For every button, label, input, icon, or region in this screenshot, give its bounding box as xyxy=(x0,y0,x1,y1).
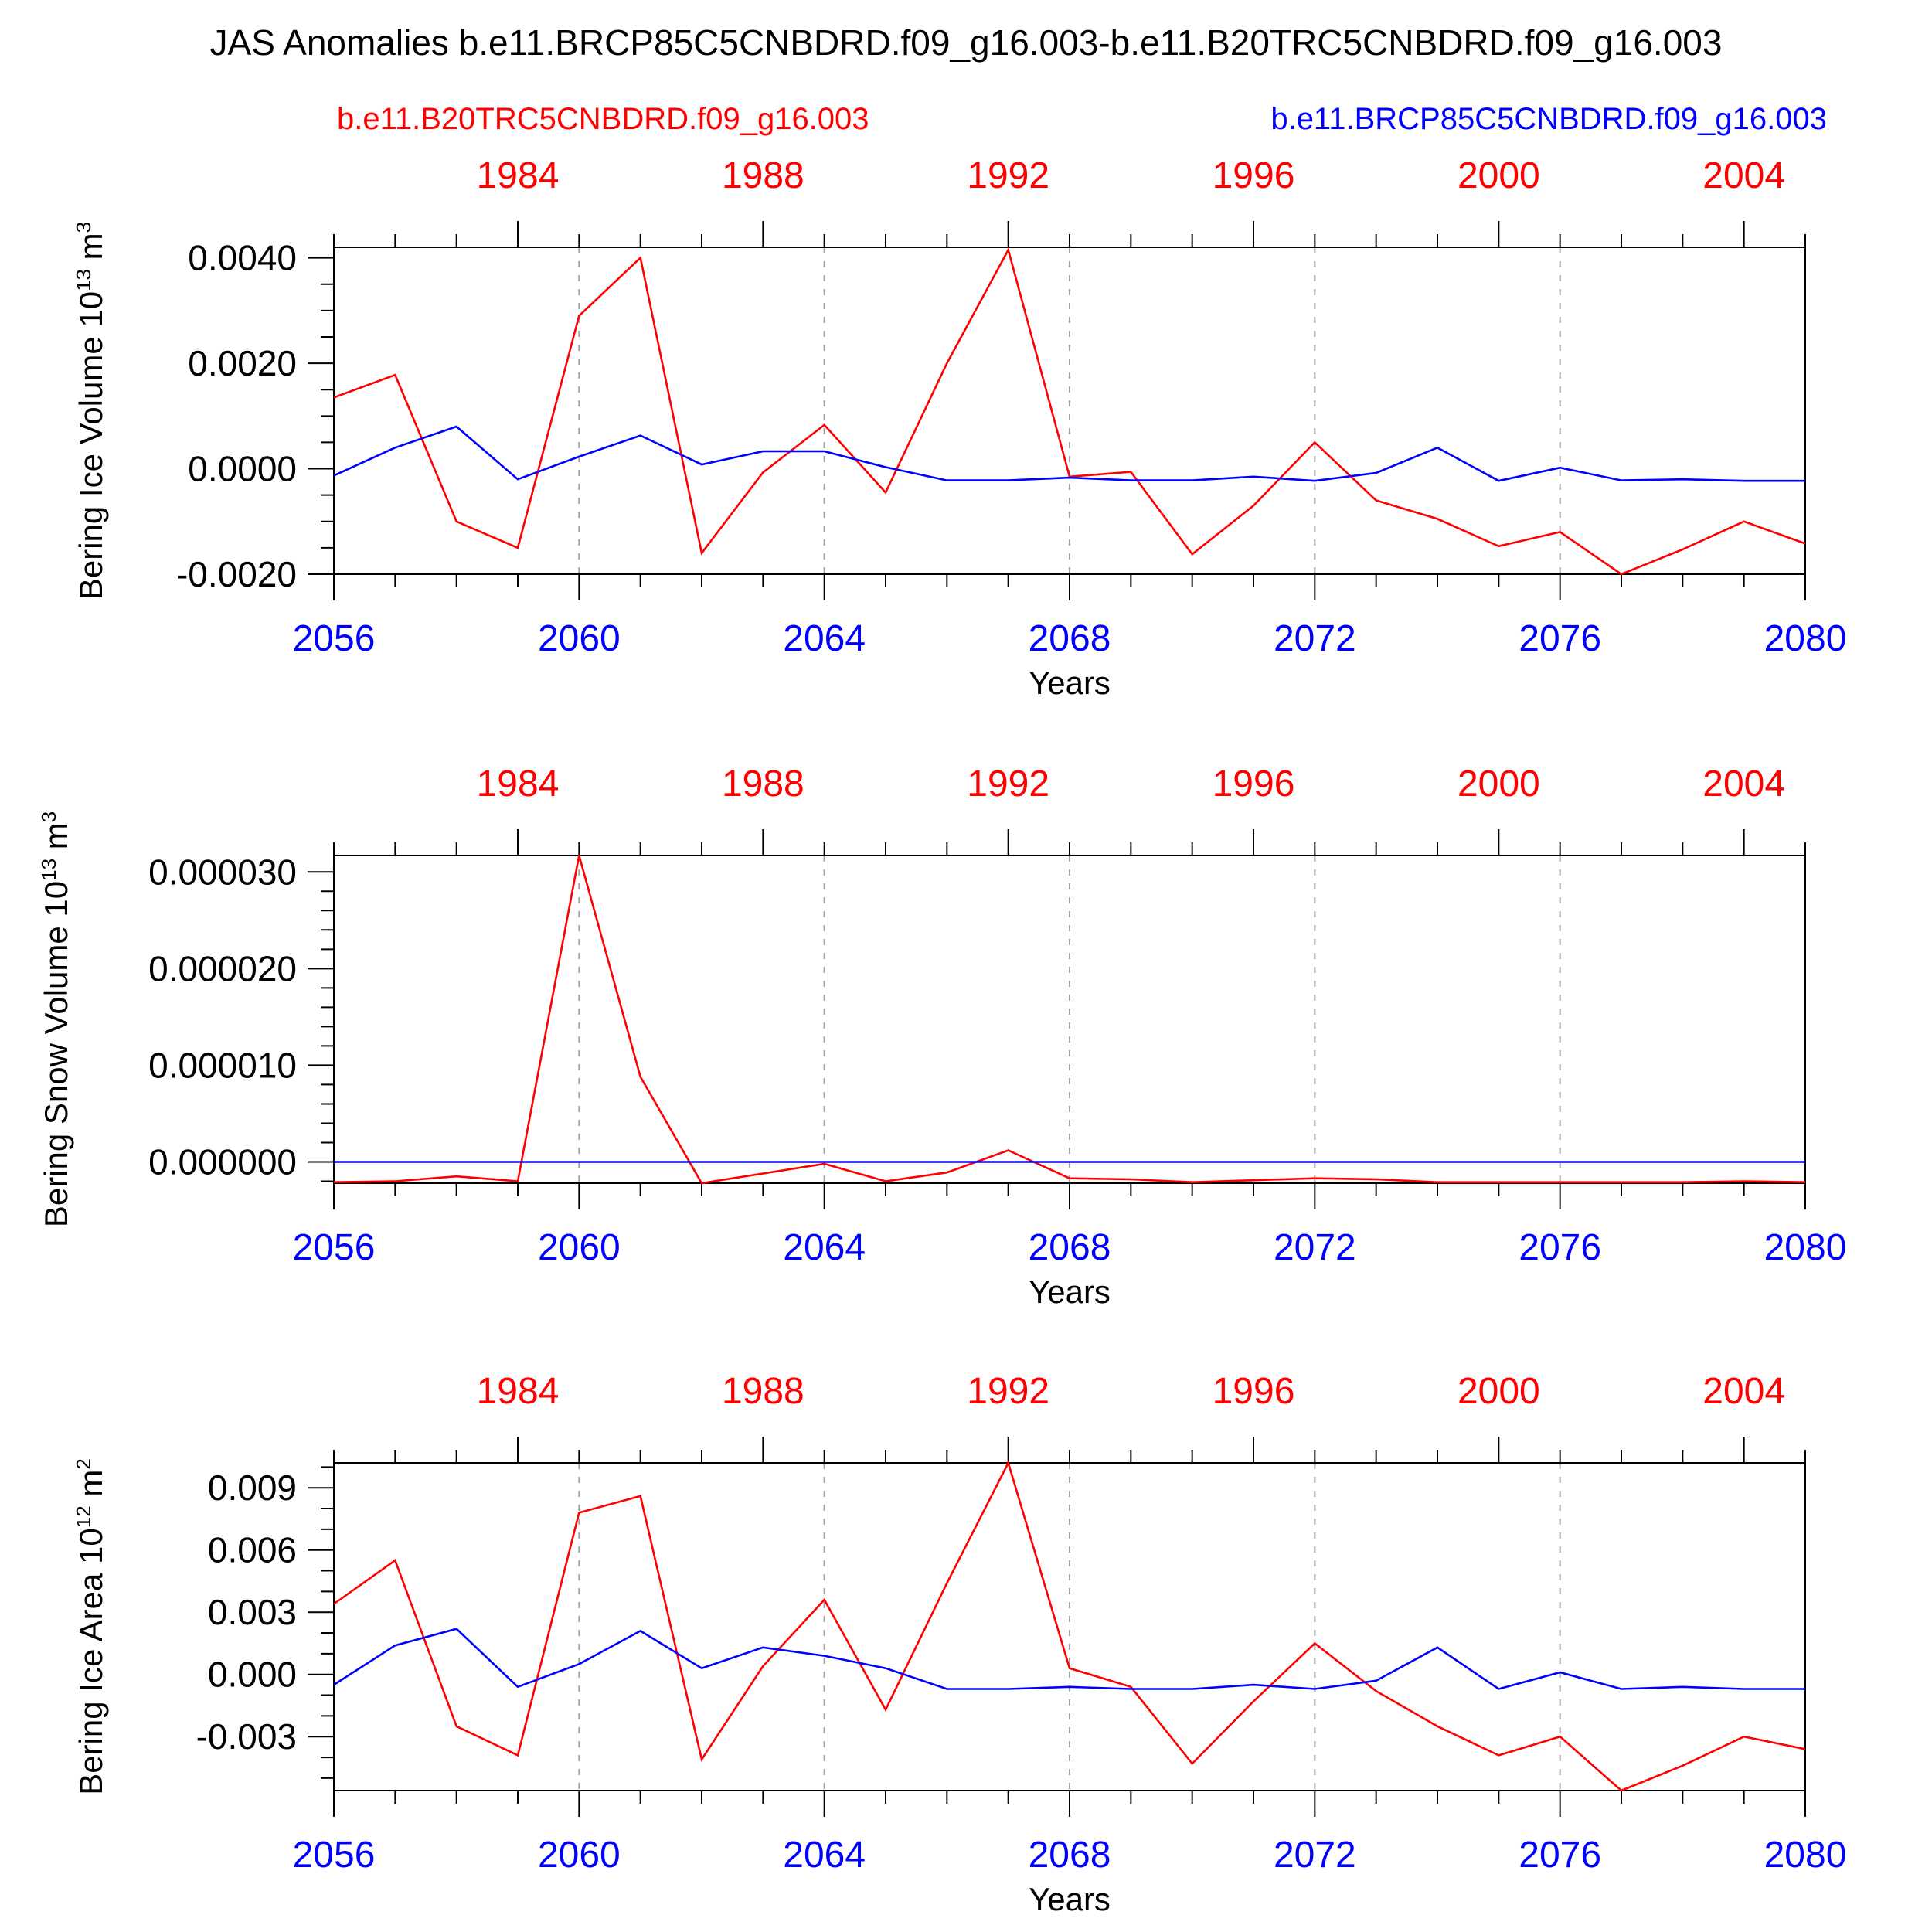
y-axis-label-exponent: 13 xyxy=(37,859,60,881)
y-axis-label-exponent: 3 xyxy=(72,222,95,233)
chart-title: JAS Anomalies b.e11.BRCP85C5CNBDRD.f09_g… xyxy=(209,22,1723,63)
panel-1: 2056 2060 2064 2068 2072 2076 2080 1984 1988 1992… xyxy=(72,155,1846,701)
x-axis-label: Years xyxy=(1029,1881,1111,1917)
y-axis-label-text: m xyxy=(73,233,109,269)
x-tick-label: 2076 xyxy=(1519,618,1601,659)
x-top-tick-label: 2000 xyxy=(1458,1371,1540,1412)
x-tick-label: 2068 xyxy=(1029,618,1111,659)
x-tick-label: 2056 xyxy=(293,618,376,659)
series-line-historical xyxy=(333,855,1806,1185)
y-tick-label: 0.000030 xyxy=(148,852,297,892)
y-axis-label: Bering Snow Volume 1013 m3 xyxy=(37,811,74,1227)
y-axis-label-text: Bering Snow Volume 10 xyxy=(38,881,74,1227)
y-axis-label: Bering Ice Area 1012 m2 xyxy=(72,1458,109,1795)
x-top-tick-label: 1984 xyxy=(477,764,560,804)
x-tick-label: 2072 xyxy=(1274,618,1356,659)
y-axis-label-text: m xyxy=(38,822,74,859)
y-tick-label: -0.0020 xyxy=(176,554,297,594)
y-tick-label: -0.003 xyxy=(196,1716,297,1757)
y-axis-label-exponent: 3 xyxy=(37,811,60,822)
x-tick-label: 2072 xyxy=(1274,1227,1356,1268)
x-top-tick-label: 2000 xyxy=(1458,155,1540,196)
x-tick-label: 2060 xyxy=(538,618,621,659)
x-tick-label: 2060 xyxy=(538,1227,621,1268)
x-top-tick-label: 1992 xyxy=(967,764,1049,804)
panel-2: 2056 2060 2064 2068 2072 2076 2080 1984 1988 1992… xyxy=(37,764,1846,1310)
y-axis-label-text: m xyxy=(73,1470,109,1506)
x-tick-label: 2068 xyxy=(1029,1227,1111,1268)
x-top-tick-label: 1988 xyxy=(722,1371,804,1412)
y-axis-label-exponent: 13 xyxy=(72,269,95,291)
y-tick-label: 0.0040 xyxy=(188,238,297,278)
x-tick-label: 2056 xyxy=(293,1835,376,1876)
y-tick-label: 0.000010 xyxy=(148,1045,297,1085)
x-tick-label: 2076 xyxy=(1519,1835,1601,1876)
y-tick-label: 0.006 xyxy=(208,1530,297,1570)
series-line-future xyxy=(333,1628,1805,1690)
x-axis-label: Years xyxy=(1029,1274,1111,1310)
x-tick-label: 2076 xyxy=(1519,1227,1601,1268)
x-tick-label: 2064 xyxy=(783,618,866,659)
y-tick-label: 0.000000 xyxy=(148,1141,297,1182)
x-tick-label: 2080 xyxy=(1764,1227,1847,1268)
y-tick-label: 0.000 xyxy=(208,1655,297,1695)
series-line-historical xyxy=(333,1460,1806,1792)
x-top-tick-label: 1996 xyxy=(1213,155,1295,196)
x-tick-label: 2064 xyxy=(783,1835,866,1876)
y-axis-label-exponent: 12 xyxy=(72,1505,95,1528)
y-tick-label: 0.000020 xyxy=(148,948,297,988)
x-top-tick-label: 1992 xyxy=(967,155,1049,196)
x-top-tick-label: 1988 xyxy=(722,155,804,196)
y-axis-label: Bering Ice Volume 1013 m3 xyxy=(72,222,109,600)
y-axis-label-text: Bering Ice Area 10 xyxy=(73,1528,109,1795)
legend-historical: b.e11.B20TRC5CNBDRD.f09_g16.003 xyxy=(337,102,869,136)
x-tick-label: 2080 xyxy=(1764,618,1847,659)
x-tick-label: 2080 xyxy=(1764,1835,1847,1876)
legend-future: b.e11.BRCP85C5CNBDRD.f09_g16.003 xyxy=(1270,102,1827,136)
series-line-future xyxy=(333,425,1805,482)
x-top-tick-label: 2004 xyxy=(1702,1371,1785,1412)
x-axis-label: Years xyxy=(1029,665,1111,701)
y-axis-label-text: Bering Ice Volume 10 xyxy=(73,291,109,600)
y-tick-label: 0.003 xyxy=(208,1592,297,1632)
x-tick-label: 2064 xyxy=(783,1227,866,1268)
x-top-tick-label: 1984 xyxy=(477,155,560,196)
y-tick-label: 0.0020 xyxy=(188,343,297,383)
x-top-tick-label: 1996 xyxy=(1213,1371,1295,1412)
panel-3: 2056 2060 2064 2068 2072 2076 2080 1984 1988 1992… xyxy=(72,1371,1846,1917)
x-tick-label: 2072 xyxy=(1274,1835,1356,1876)
y-tick-label: 0.0000 xyxy=(188,449,297,489)
x-tick-label: 2060 xyxy=(538,1835,621,1876)
x-top-tick-label: 2004 xyxy=(1702,764,1785,804)
x-top-tick-label: 1984 xyxy=(477,1371,560,1412)
x-top-tick-label: 2000 xyxy=(1458,764,1540,804)
x-tick-label: 2056 xyxy=(293,1227,376,1268)
y-tick-label: 0.009 xyxy=(208,1468,297,1508)
x-tick-label: 2068 xyxy=(1029,1835,1111,1876)
x-top-tick-label: 2004 xyxy=(1702,155,1785,196)
x-top-tick-label: 1996 xyxy=(1213,764,1295,804)
y-axis-label-exponent: 2 xyxy=(72,1458,95,1469)
x-top-tick-label: 1988 xyxy=(722,764,804,804)
x-top-tick-label: 1992 xyxy=(967,1371,1049,1412)
